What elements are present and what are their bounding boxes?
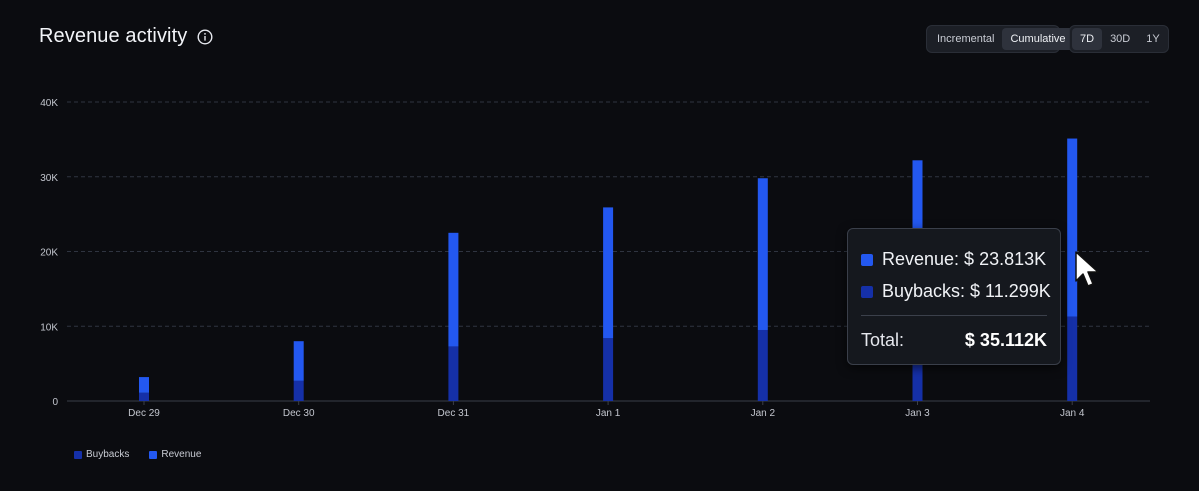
bar-buybacks <box>139 392 149 401</box>
bar-revenue <box>603 207 614 339</box>
chart-header: Revenue activity <box>39 25 213 48</box>
legend-swatch-buybacks <box>74 450 82 459</box>
legend-item-revenue[interactable]: Revenue <box>149 449 201 460</box>
bar-buybacks <box>448 346 459 401</box>
tooltip-divider <box>861 315 1047 316</box>
bar-revenue <box>1067 138 1078 317</box>
tooltip-buybacks-text: Buybacks: $ 11.299K <box>882 281 1051 301</box>
tooltip-swatch-revenue <box>861 253 873 266</box>
page-title: Revenue activity <box>39 25 188 47</box>
bar-buybacks <box>1067 316 1078 401</box>
tooltip-revenue-text: Revenue: $ 23.813K <box>882 249 1047 269</box>
x-tick-label: Dec 30 <box>283 408 315 419</box>
bar-buybacks <box>603 338 614 401</box>
tooltip-swatch-buybacks <box>861 285 873 298</box>
bar-revenue <box>139 377 149 393</box>
tooltip-row-revenue: Revenue: $ 23.813K <box>861 249 1046 270</box>
x-tick-label: Jan 2 <box>751 408 776 419</box>
pointer-cursor-icon <box>1075 251 1101 296</box>
x-tick-label: Dec 29 <box>128 408 160 419</box>
incremental-button[interactable]: Incremental <box>937 33 995 45</box>
range-1y-button[interactable]: 1Y <box>1146 33 1160 45</box>
x-tick-label: Jan 4 <box>1060 408 1085 419</box>
legend-label-revenue: Revenue <box>161 449 202 460</box>
tooltip-total-value: $ 35.112K <box>964 330 1047 350</box>
y-tick-label: 0 <box>52 397 58 408</box>
bar-revenue <box>293 341 304 381</box>
bar-revenue <box>448 232 459 347</box>
chart-tooltip: Revenue: $ 23.813K Buybacks: $ 11.299K T… <box>847 228 1061 365</box>
y-tick-label: 40K <box>40 98 58 109</box>
cumulative-button[interactable]: Cumulative <box>1002 28 1074 50</box>
bar-buybacks <box>293 380 304 401</box>
y-tick-label: 20K <box>40 248 58 259</box>
legend-label-buybacks: Buybacks <box>86 449 130 460</box>
legend-item-buybacks[interactable]: Buybacks <box>74 449 129 460</box>
y-tick-label: 10K <box>40 322 58 333</box>
bar-revenue <box>757 178 768 330</box>
revenue-bar-chart: 0 10K 20K 30K 40K Dec 29 Dec 30 Dec 31 Jan 1 Jan … <box>40 98 1150 419</box>
range-30d-button[interactable]: 30D <box>1110 33 1131 45</box>
mode-toggle: Incremental Cumulative <box>926 25 1074 53</box>
x-tick-label: Jan 1 <box>596 408 621 419</box>
tooltip-row-buybacks: Buybacks: $ 11.299K <box>861 281 1051 302</box>
info-icon[interactable] <box>197 28 213 45</box>
x-tick-label: Dec 31 <box>438 408 470 419</box>
y-tick-label: 30K <box>40 173 58 184</box>
tooltip-total-label: Total: <box>861 330 905 350</box>
range-7d-button[interactable]: 7D <box>1072 28 1103 50</box>
chart-legend: Buybacks Revenue <box>74 449 201 460</box>
bar-buybacks <box>757 329 768 401</box>
x-tick-label: Jan 3 <box>905 408 930 419</box>
range-toggle: 7D 30D 1Y <box>1069 25 1169 53</box>
legend-swatch-revenue <box>149 450 158 459</box>
